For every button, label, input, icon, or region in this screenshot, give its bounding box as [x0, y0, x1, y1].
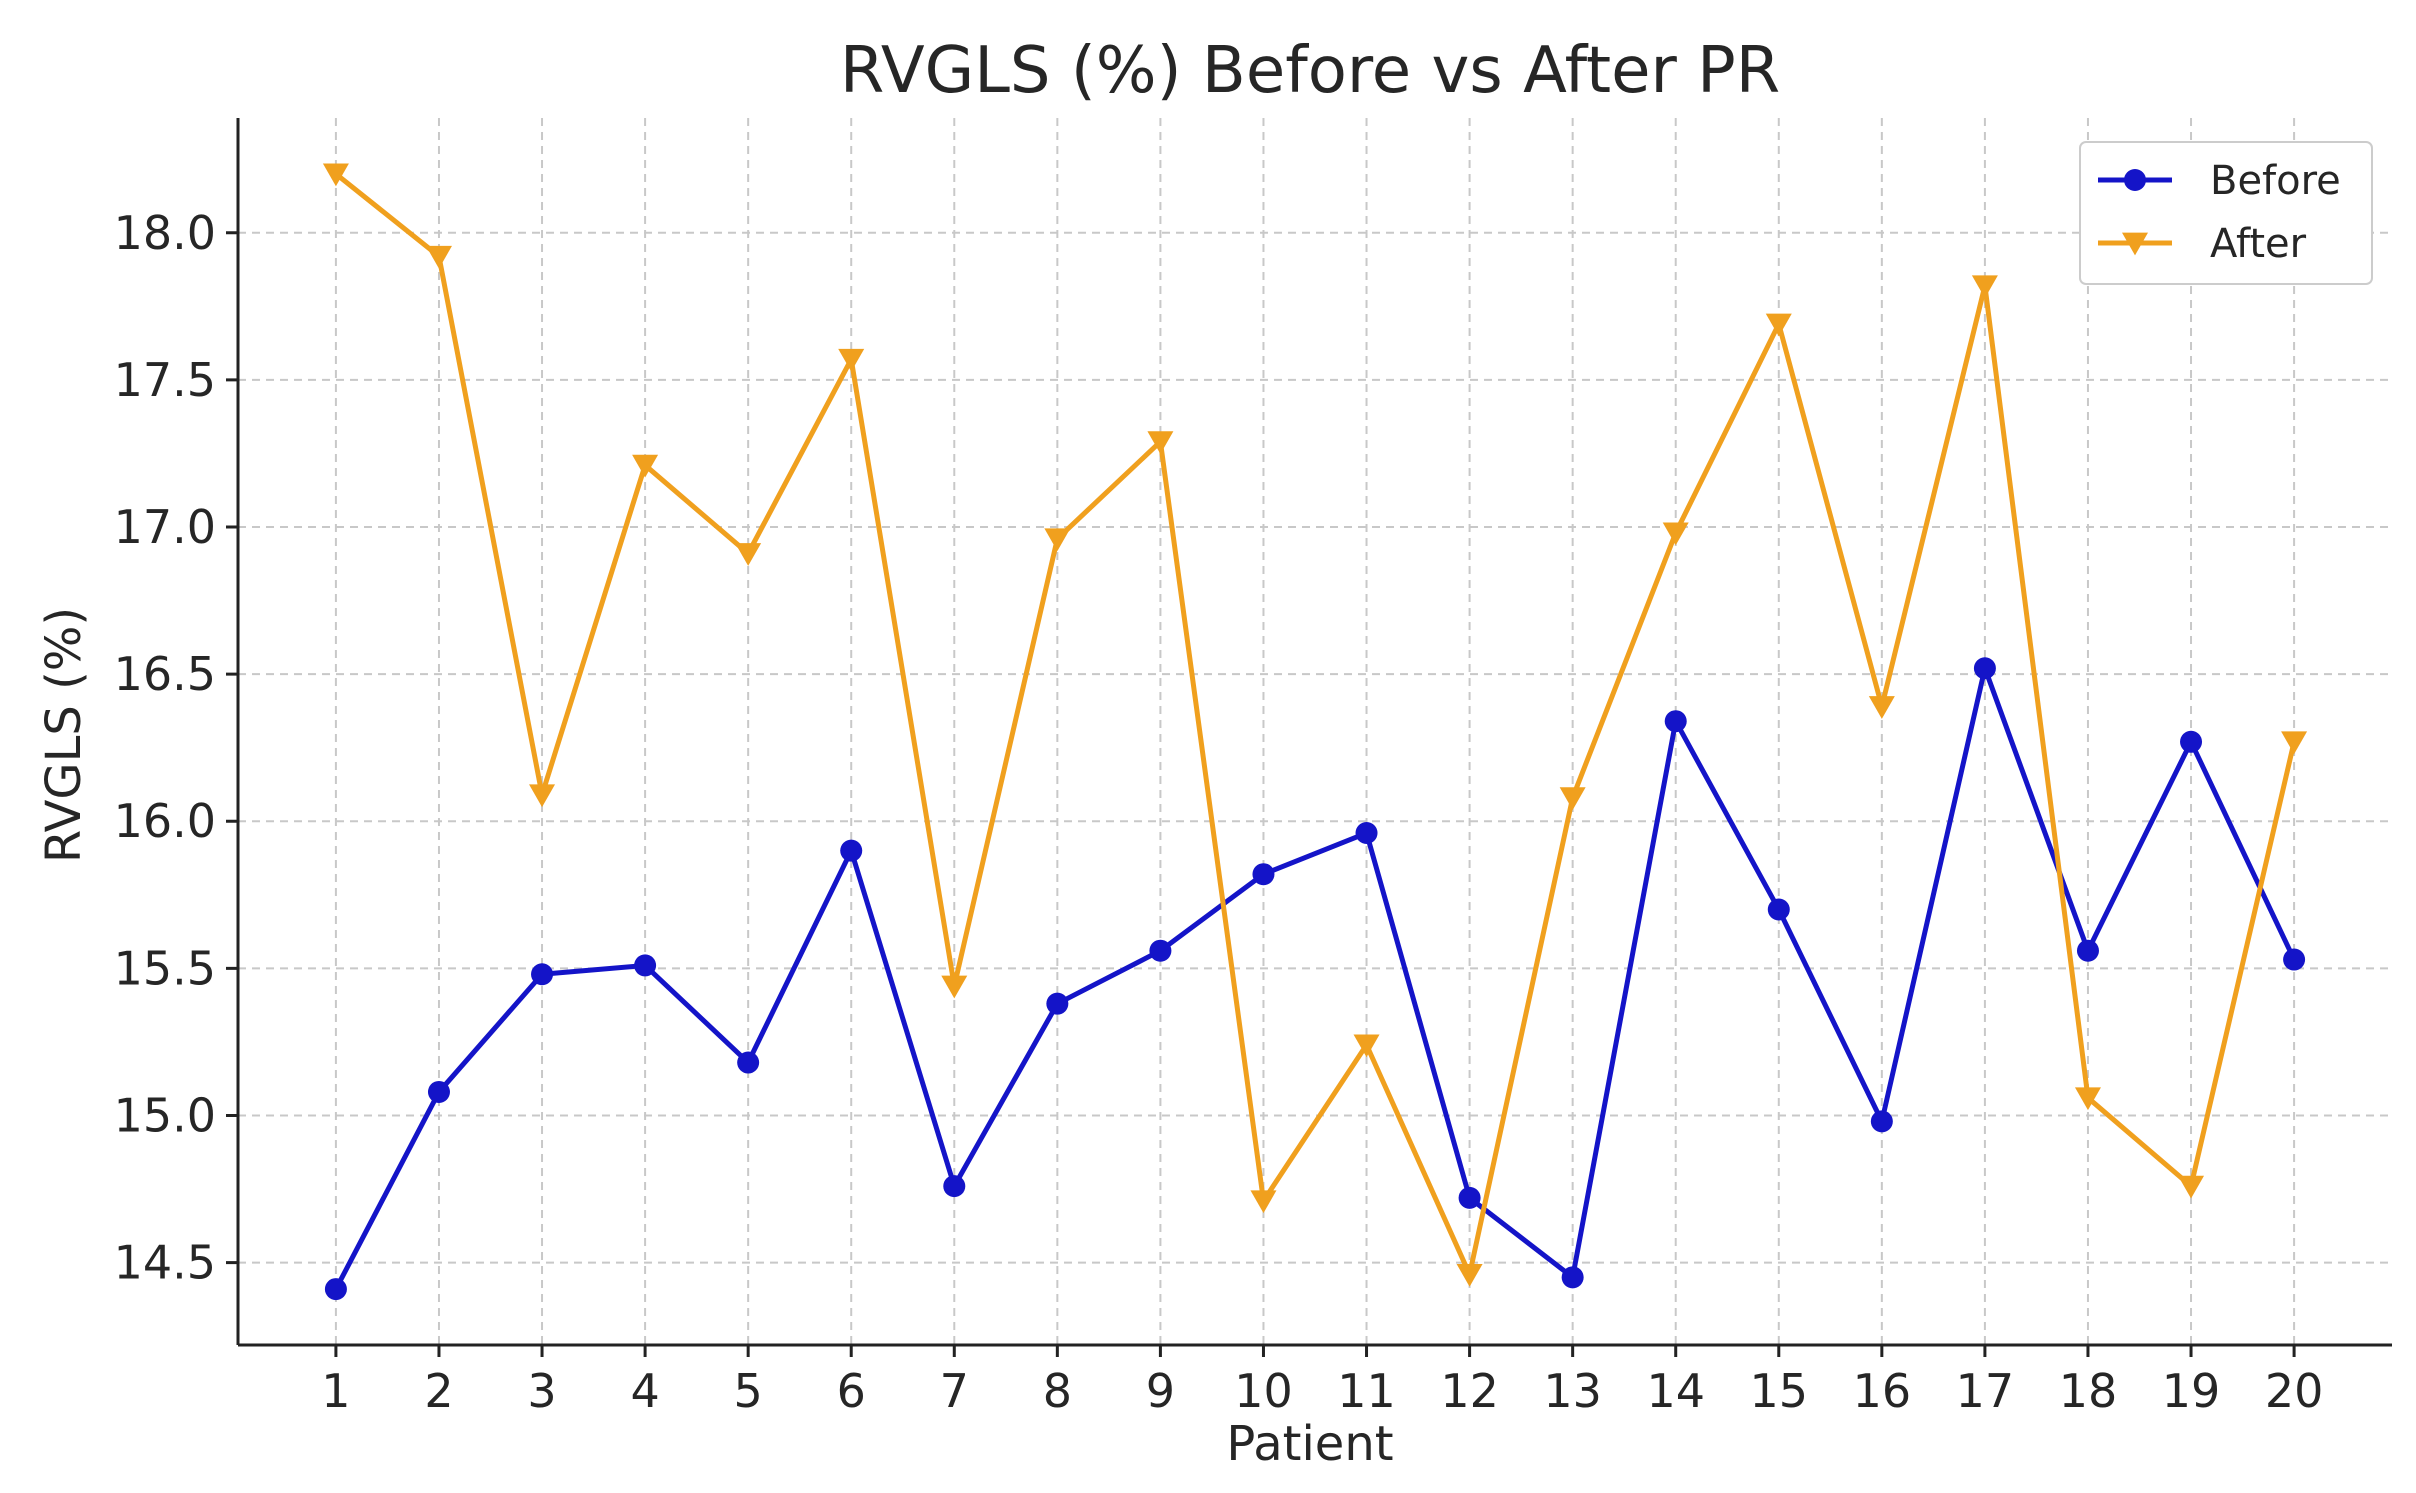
grid [238, 118, 2392, 1345]
y-tick-label: 16.5 [114, 647, 216, 701]
data-point-after [1868, 696, 1895, 719]
data-point-after [941, 975, 968, 999]
data-point-after [425, 245, 452, 269]
x-tick-label: 13 [1543, 1364, 1602, 1418]
legend-label-after: After [2210, 221, 2307, 267]
data-point-before [840, 839, 863, 862]
x-tick-label: 19 [2162, 1364, 2221, 1418]
data-point-after [322, 163, 349, 187]
data-point-after [1971, 275, 1998, 299]
data-point-after [1662, 522, 1689, 546]
legend-label-before: Before [2210, 158, 2341, 204]
x-tick-label: 11 [1337, 1364, 1396, 1418]
data-point-after [2074, 1087, 2101, 1111]
data-point-after [2281, 731, 2308, 755]
chart-title: RVGLS (%) Before vs After PR [840, 34, 1780, 108]
data-point-before [1973, 657, 1996, 680]
x-tick-label: 16 [1853, 1364, 1912, 1418]
data-point-before [1870, 1110, 1893, 1133]
data-point-after [1044, 528, 1071, 552]
data-point-before [2180, 730, 2203, 753]
data-point-after [632, 454, 659, 478]
data-point-before [1561, 1266, 1584, 1289]
series-before [324, 657, 2306, 1301]
legend-marker-after [2122, 232, 2148, 256]
legend: Before After [2079, 141, 2373, 285]
data-point-before [2076, 939, 2099, 962]
x-tick-label: 5 [734, 1364, 763, 1418]
y-tick-label: 14.5 [114, 1236, 216, 1290]
x-tick-label: 3 [527, 1364, 556, 1418]
data-point-before [634, 954, 657, 977]
data-point-before [1458, 1186, 1481, 1209]
data-point-before [1355, 822, 1378, 845]
data-point-before [427, 1080, 450, 1103]
data-point-after [1559, 787, 1586, 811]
y-tick-label: 15.5 [114, 941, 216, 995]
y-tick-label: 17.5 [114, 353, 216, 407]
data-point-after [1250, 1190, 1277, 1214]
x-tick-label: 9 [1146, 1364, 1175, 1418]
y-tick-label: 18.0 [114, 206, 216, 260]
data-point-before [1149, 939, 1172, 962]
x-tick-label: 10 [1234, 1364, 1293, 1418]
data-point-after [1456, 1263, 1483, 1287]
data-point-after [1353, 1034, 1380, 1058]
data-point-after [1147, 431, 1174, 455]
series-layer [322, 163, 2308, 1301]
axes: 1 2 3 4 5 6 7 8 9 10 11 12 13 14 15 16 17 18 19 2014.515.01… [114, 118, 2392, 1418]
x-tick-label: 8 [1043, 1364, 1072, 1418]
series-after [322, 163, 2308, 1287]
data-point-before [531, 963, 554, 986]
y-tick-label: 16.0 [114, 794, 216, 848]
data-point-before [943, 1175, 966, 1198]
data-point-after [1765, 313, 1792, 337]
legend-items: Before After [2098, 158, 2341, 267]
x-tick-label: 20 [2265, 1364, 2324, 1418]
data-point-before [737, 1051, 760, 1074]
data-point-after [2178, 1175, 2205, 1199]
x-tick-label: 17 [1956, 1364, 2015, 1418]
x-tick-label: 6 [837, 1364, 866, 1418]
y-tick-label: 17.0 [114, 500, 216, 554]
data-point-after [529, 784, 556, 808]
y-tick-label: 15.0 [114, 1088, 216, 1142]
data-point-after [838, 348, 865, 372]
data-point-before [1767, 898, 1790, 921]
x-tick-label: 12 [1440, 1364, 1499, 1418]
x-tick-label: 2 [424, 1364, 453, 1418]
data-point-before [1664, 710, 1687, 733]
series-line-after [334, 171, 2297, 1277]
data-point-before [1252, 863, 1275, 886]
x-tick-label: 7 [940, 1364, 969, 1418]
legend-marker-before [2124, 169, 2146, 191]
x-tick-label: 4 [630, 1364, 659, 1418]
data-point-before [2283, 948, 2306, 971]
data-point-before [1046, 992, 1069, 1015]
y-axis-title: RVGLS (%) [36, 607, 92, 863]
x-axis-title: Patient [1226, 1416, 1393, 1472]
x-tick-label: 18 [2059, 1364, 2118, 1418]
series-line-before [333, 665, 2297, 1291]
x-tick-label: 1 [321, 1364, 350, 1418]
x-tick-label: 14 [1646, 1364, 1705, 1418]
data-point-before [324, 1278, 347, 1301]
x-tick-label: 15 [1750, 1364, 1809, 1418]
data-point-after [735, 543, 762, 566]
